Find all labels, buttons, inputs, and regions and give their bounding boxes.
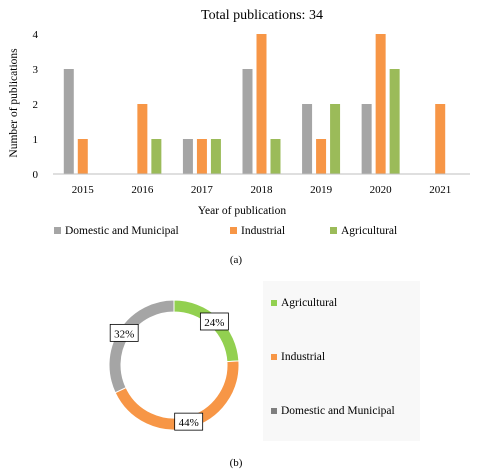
- bar: [77, 139, 88, 174]
- donut-legend-background: [263, 281, 420, 441]
- y-tick-label: 0: [33, 169, 39, 181]
- bar: [316, 139, 327, 174]
- donut-chart: 24% 44% 32% Agricultural Industrial Domestic…: [108, 281, 420, 469]
- bar: [435, 104, 446, 174]
- bar: [242, 69, 253, 174]
- legend-label: Industrial: [241, 225, 285, 237]
- bar: [361, 104, 372, 174]
- x-tick-labels: 2015 2016 2017 2018 2019 2020 2021: [72, 184, 451, 196]
- x-tick-label: 2016: [131, 184, 154, 196]
- legend-label: Agricultural: [341, 225, 397, 237]
- bar: [302, 104, 313, 174]
- data-label-box: [109, 323, 139, 342]
- donut-legend-label: Domestic and Municipal: [281, 405, 395, 417]
- x-tick-label: 2018: [251, 184, 274, 196]
- x-axis-label: Year of publication: [198, 205, 287, 217]
- bar: [375, 34, 386, 174]
- donut-slice: [173, 299, 240, 363]
- y-tick-label: 4: [33, 29, 39, 41]
- donut-slice: [108, 299, 175, 394]
- bars: [63, 34, 446, 174]
- y-tick-labels: 0 1 2 3 4: [33, 29, 39, 181]
- bar: [63, 69, 74, 174]
- data-label-text: 24%: [204, 317, 224, 329]
- donut-legend-label: Industrial: [281, 351, 325, 363]
- legend-swatch: [330, 227, 337, 234]
- donut-slices: [108, 299, 240, 431]
- donut-legend-label: Agricultural: [281, 297, 337, 309]
- bar: [330, 104, 341, 174]
- x-tick-label: 2019: [310, 184, 333, 196]
- data-label-box: [199, 312, 229, 331]
- bar: [137, 104, 148, 174]
- donut-legend-swatch: [271, 408, 277, 414]
- y-tick-label: 2: [33, 99, 39, 111]
- y-tick-label: 3: [33, 64, 39, 76]
- bar-chart-title: Total publications: 34: [201, 8, 323, 23]
- bar: [151, 139, 162, 174]
- legend-label: Domestic and Municipal: [65, 225, 179, 237]
- bar: [389, 69, 400, 174]
- bar: [182, 139, 193, 174]
- donut-legend: Agricultural Industrial Domestic and Munic…: [271, 297, 395, 417]
- legend-swatch: [230, 227, 237, 234]
- bar-chart: Total publications: 34 Number of publica…: [8, 8, 470, 266]
- x-tick-label: 2021: [429, 184, 451, 196]
- data-label: 24%: [199, 312, 229, 331]
- bar: [196, 139, 207, 174]
- x-tick-label: 2015: [72, 184, 95, 196]
- bar: [270, 139, 281, 174]
- donut-legend-swatch: [271, 354, 277, 360]
- y-axis-label: Number of publications: [8, 48, 20, 158]
- caption-b: (b): [230, 457, 243, 469]
- y-tick-label: 1: [33, 134, 39, 146]
- data-label: 32%: [109, 323, 139, 342]
- x-tick-label: 2017: [191, 184, 214, 196]
- data-label-text: 44%: [179, 417, 199, 429]
- legend-swatch: [54, 227, 61, 234]
- caption-a: (a): [230, 254, 243, 266]
- donut-labels: 24% 44% 32%: [109, 312, 229, 431]
- bar-legend: Domestic and Municipal Industrial Agricult…: [54, 225, 397, 237]
- donut-legend-swatch: [271, 300, 277, 306]
- data-label: 44%: [174, 412, 204, 431]
- x-tick-label: 2020: [370, 184, 393, 196]
- data-label-text: 32%: [114, 328, 134, 340]
- bar: [210, 139, 221, 174]
- data-label-box: [174, 412, 204, 431]
- bar: [256, 34, 267, 174]
